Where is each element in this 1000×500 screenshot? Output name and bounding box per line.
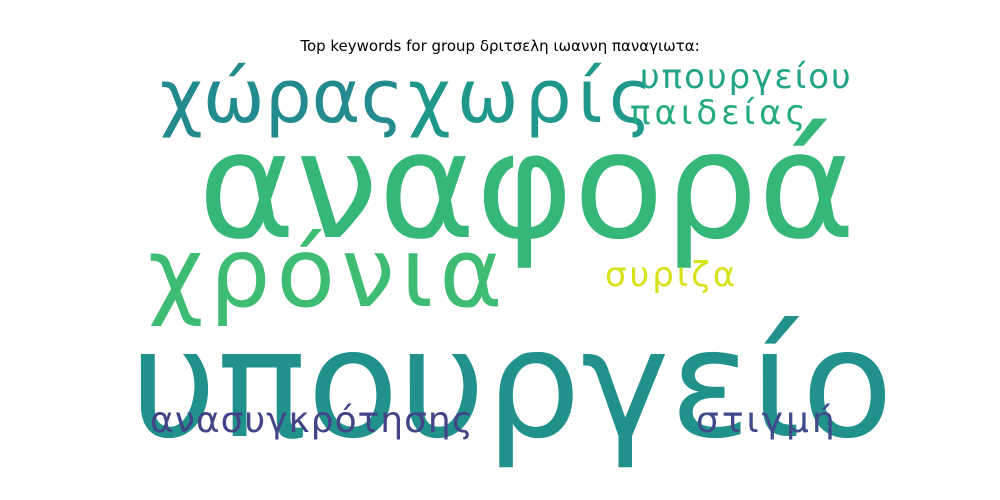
word-cloud-word: στιγμή [696,400,838,441]
chart-title: Top keywords for group δριτσελη ιωαννη π… [300,37,700,55]
word-cloud-word: αναφορά [198,100,856,272]
word-cloud-word: υπουργείο [130,298,894,472]
word-cloud-word: υπουργείου [640,57,853,97]
word-cloud-word: ανασυγκρότησης [150,400,474,441]
word-cloud-word: παιδείας [630,93,810,133]
word-cloud-word: συριζα [605,255,739,295]
word-cloud-word: χώρας [160,54,404,140]
word-cloud-word: χρόνια [148,217,509,329]
word-cloud-word: χωρίς [408,54,659,140]
